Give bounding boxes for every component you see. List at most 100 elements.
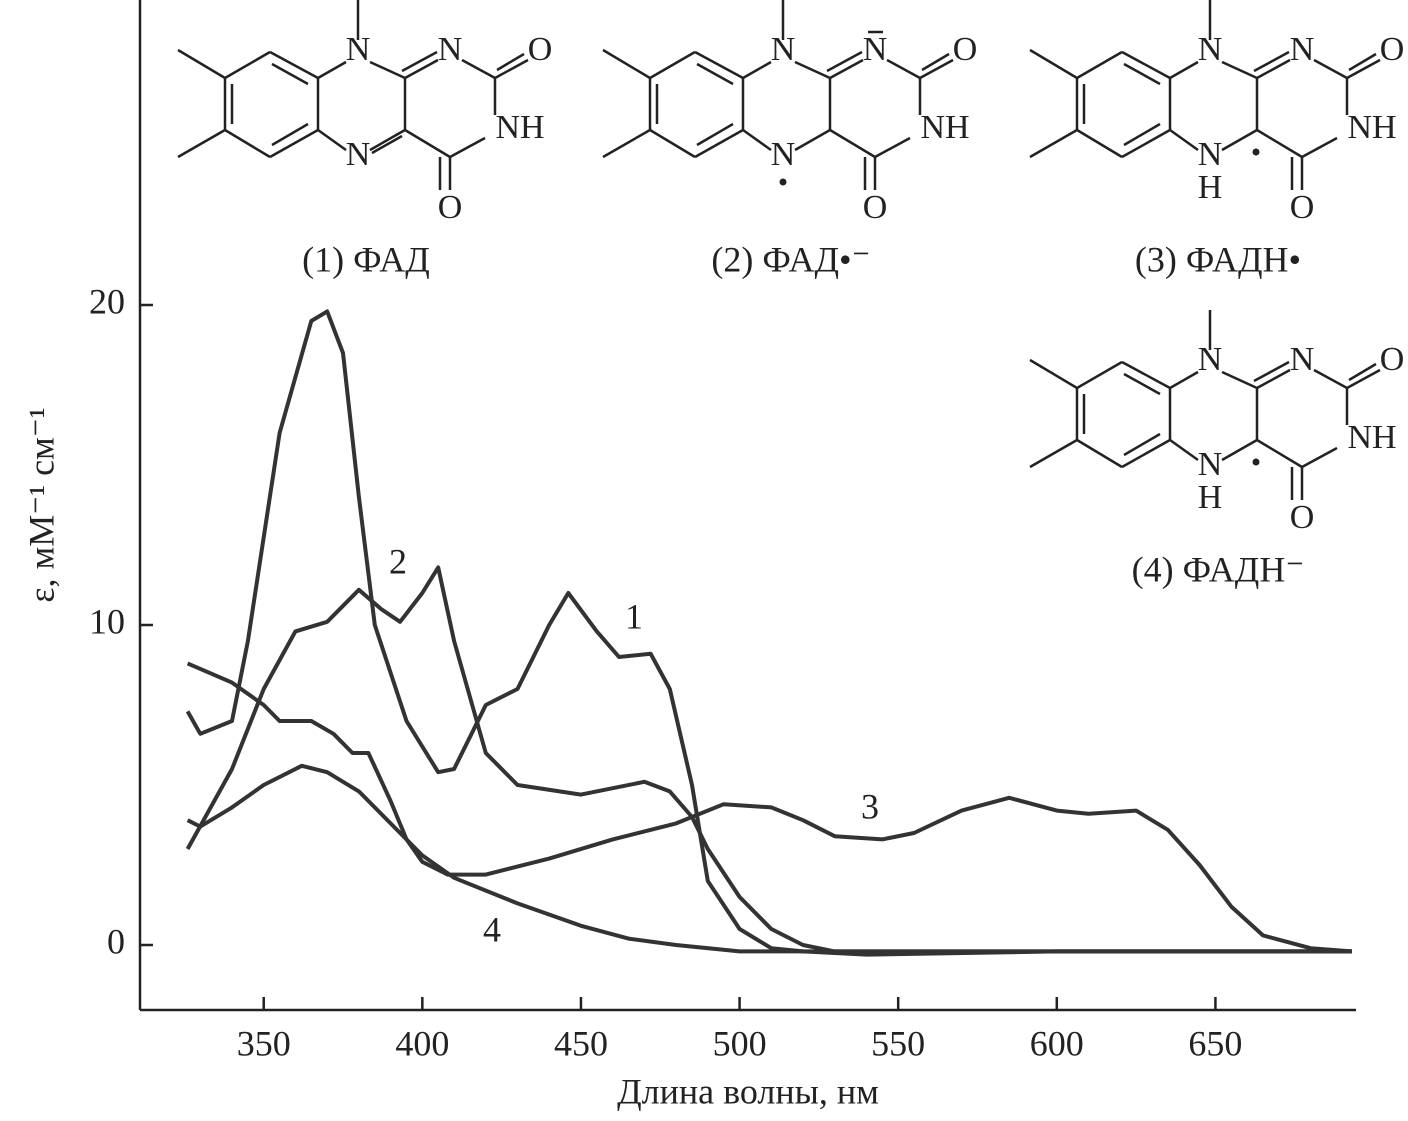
bond: [177, 128, 226, 159]
atom-label: H: [1198, 479, 1223, 516]
y-tick-label: 20: [89, 281, 125, 321]
atom-label: NH: [1347, 109, 1396, 146]
atom-label: N: [771, 31, 796, 68]
bond: [1123, 372, 1161, 396]
atom-label: O: [1290, 189, 1315, 226]
bond: [494, 58, 529, 80]
bond: [1121, 50, 1171, 80]
y-axis-title: ε, мМ⁻¹ см⁻¹: [21, 407, 61, 602]
x-tick-label: 450: [554, 1023, 608, 1063]
bond: [1346, 58, 1381, 80]
bond: [919, 58, 954, 80]
bond: [649, 50, 696, 80]
structure-label: (2) ФАД•⁻: [711, 239, 870, 279]
bond: [1301, 136, 1338, 159]
atom-label: H: [1198, 169, 1223, 206]
x-tick-label: 350: [237, 1023, 291, 1063]
bond: [1169, 438, 1199, 462]
bond: [1076, 360, 1123, 390]
y-tick-label: 0: [107, 921, 125, 961]
bond: [794, 128, 831, 152]
atom-label: N: [438, 31, 463, 68]
bond: [1076, 438, 1123, 469]
bond: [269, 50, 319, 80]
bond: [461, 58, 496, 80]
bond: [1253, 360, 1290, 383]
bond: [317, 60, 347, 80]
bond: [1256, 368, 1291, 390]
atom-label: O: [1380, 341, 1405, 378]
bond: [886, 58, 921, 80]
x-tick-label: 650: [1188, 1023, 1242, 1063]
spectrum-line: [186, 661, 1352, 954]
bond: [1256, 58, 1291, 80]
atom-label: N: [771, 136, 796, 173]
bond: [696, 62, 734, 86]
bond: [874, 136, 911, 159]
atom-label: O: [438, 189, 463, 226]
bond: [401, 50, 438, 73]
atom-label: N: [346, 31, 371, 68]
curve-label: 2: [389, 541, 407, 581]
x-tick-label: 500: [713, 1023, 767, 1063]
bond: [1123, 432, 1161, 457]
structure-label: (1) ФАД: [302, 239, 430, 279]
bond: [224, 50, 271, 80]
bond: [649, 128, 696, 159]
atom-label: NH: [920, 109, 969, 146]
bond: [404, 128, 451, 159]
atom-label: N: [1198, 31, 1223, 68]
atom-label: O: [1380, 31, 1405, 68]
atom-label: NH: [1347, 419, 1396, 456]
atom-label: N: [1290, 31, 1315, 68]
radical-dot: [1252, 458, 1260, 466]
bond: [1123, 62, 1161, 86]
bond: [1221, 128, 1258, 152]
x-tick-label: 600: [1030, 1023, 1084, 1063]
atom-label: N: [346, 136, 371, 173]
structure-label: (4) ФАДН⁻: [1132, 549, 1305, 589]
bond: [1029, 358, 1078, 390]
bond: [694, 128, 744, 159]
atom-label: O: [863, 189, 888, 226]
atom-label: NH: [495, 109, 544, 146]
bond: [826, 50, 863, 73]
radical-dot: [1252, 148, 1260, 156]
spectrum-line: [185, 565, 1352, 954]
bond: [271, 122, 309, 147]
atom-label: N: [1290, 341, 1315, 378]
bond: [1256, 438, 1303, 469]
bond: [1123, 122, 1161, 147]
bond: [1029, 438, 1078, 469]
curve-label: 1: [625, 596, 643, 636]
bond: [794, 60, 831, 80]
bond: [1076, 128, 1123, 159]
atom-label: N: [1198, 446, 1223, 483]
bond: [1121, 360, 1171, 390]
bond: [496, 52, 525, 72]
bond: [317, 128, 347, 152]
bond: [1076, 50, 1123, 80]
bond: [224, 128, 271, 159]
bond: [371, 134, 403, 155]
bond: [1121, 128, 1171, 159]
bond: [921, 52, 950, 72]
bond: [1169, 60, 1199, 80]
spectrum-line: [185, 309, 1352, 957]
x-tick-label: 550: [871, 1023, 925, 1063]
bond: [1221, 60, 1258, 80]
bond: [369, 128, 406, 152]
bond: [1169, 128, 1199, 152]
bond: [404, 58, 439, 80]
bond: [369, 60, 406, 80]
atom-label: N: [1198, 136, 1223, 173]
bond: [1121, 438, 1171, 469]
bond: [696, 122, 734, 147]
bond: [1169, 370, 1199, 390]
bond: [269, 128, 319, 159]
y-tick-label: 10: [89, 601, 125, 641]
bond: [829, 128, 876, 159]
atom-label: N: [863, 31, 888, 68]
